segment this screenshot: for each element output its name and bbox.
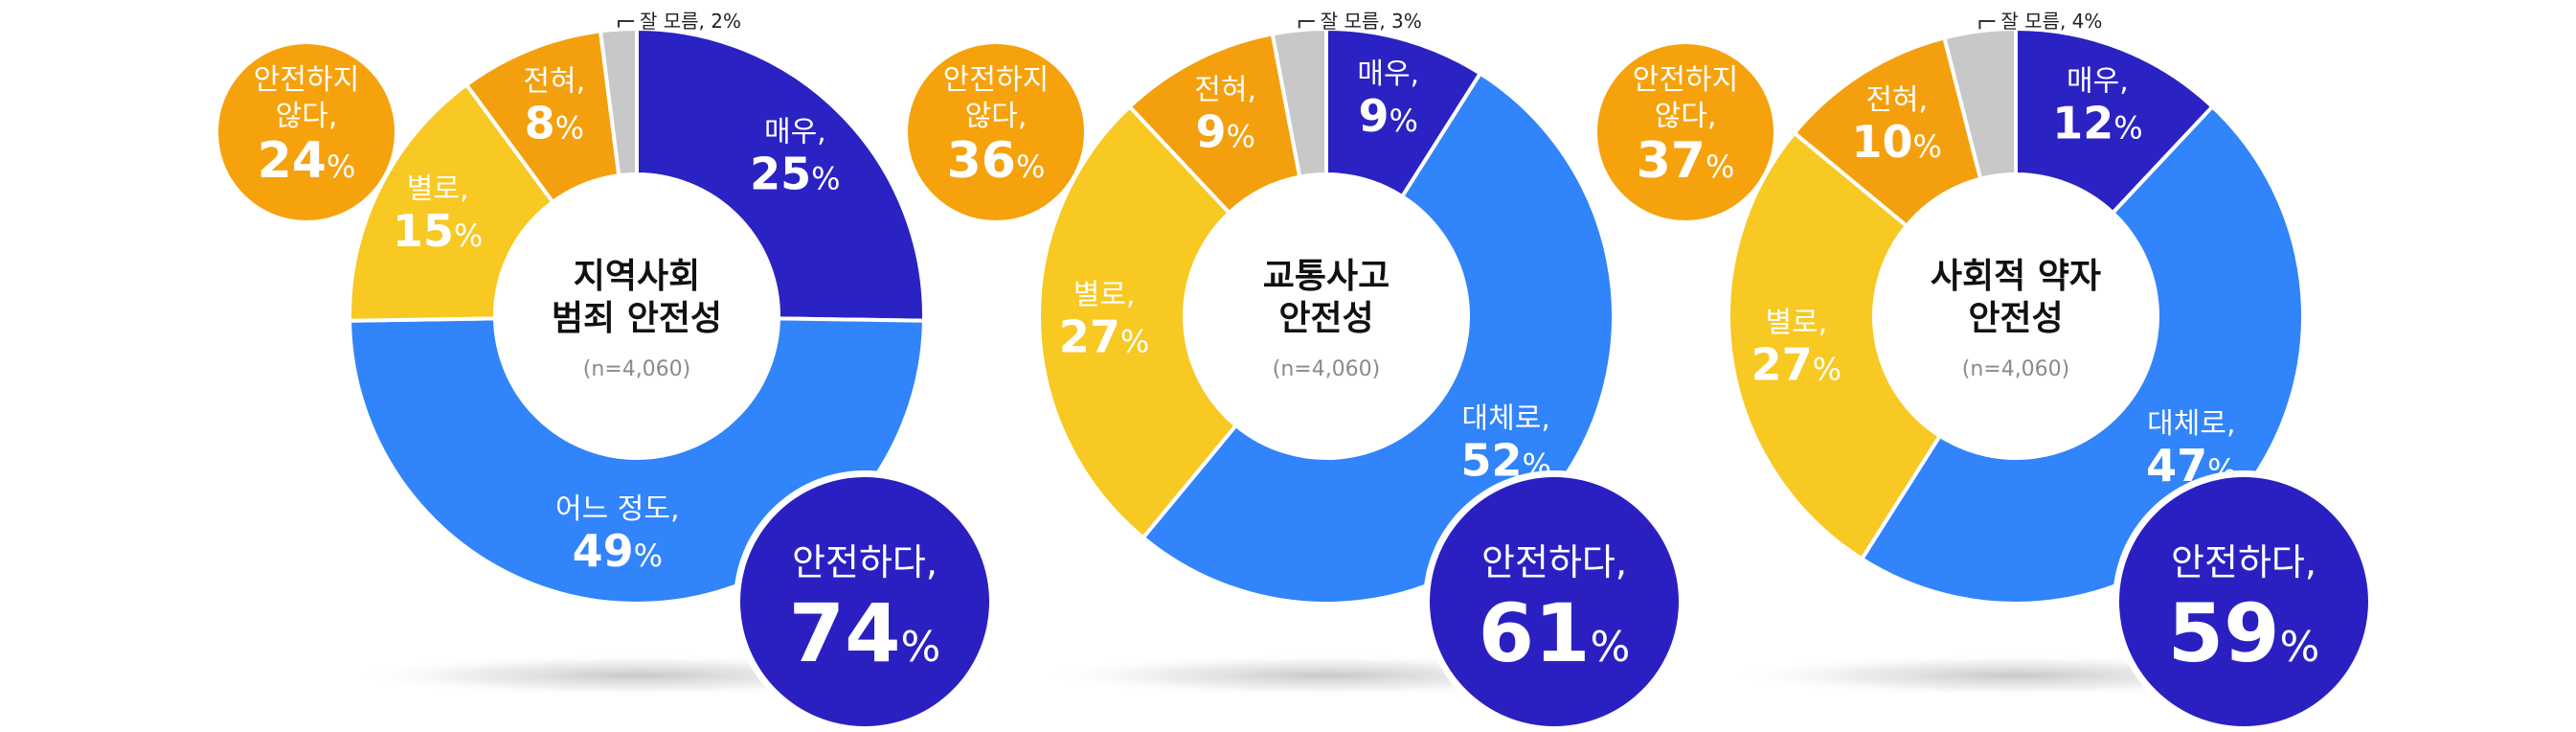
- segment-label-not_at_all_safe: 전혀,: [1865, 83, 1928, 117]
- segment-label-very_safe: 매우,: [2067, 64, 2129, 98]
- safe-total-label: 안전하다,: [2171, 541, 2316, 583]
- donut-chart-2: 매우,9%대체로,52%별로,27%전혀,9%잘 모름, 3%교통사고안전성(n…: [908, 10, 1685, 732]
- segment-label-very_safe: 매우,: [1357, 57, 1419, 91]
- dont-know-leader-line: [1978, 20, 1996, 30]
- sample-size: (n=4,060): [583, 357, 691, 381]
- segment-label-not_very_safe: 별로,: [1765, 306, 1827, 339]
- chart-title-line-1: 지역사회: [574, 257, 700, 296]
- safe-total-badge: [2119, 477, 2368, 726]
- dont-know-label: 잘 모름, 4%: [2000, 10, 2102, 33]
- safe-total-value: 74%: [789, 586, 941, 680]
- safe-total-value: 59%: [2168, 586, 2320, 680]
- segment-value-not_at_all_safe: 9%: [1195, 105, 1254, 157]
- donut-segment-not_very_safe: [348, 82, 555, 323]
- donut-chart-3: 매우,12%대체로,47%별로,27%전혀,10%잘 모름, 4%사회적 약자안…: [1597, 10, 2375, 732]
- donut-segment-mostly_safe: [1141, 71, 1616, 606]
- donut-segment-not_very_safe: [1037, 104, 1238, 540]
- segment-label-mostly_safe: 대체로,: [2147, 407, 2235, 441]
- unsafe-total-value: 37%: [1637, 132, 1735, 190]
- segment-value-very_safe: 25%: [750, 148, 840, 199]
- segment-value-not_very_safe: 15%: [393, 205, 483, 257]
- safe-total-badge: [740, 477, 989, 726]
- unsafe-total-label-line-1: 안전하지: [1633, 63, 1738, 97]
- segment-value-very_safe: 9%: [1359, 90, 1418, 142]
- unsafe-total-badge: [218, 44, 395, 220]
- safe-total-badge: [1430, 477, 1679, 726]
- unsafe-total-badge: [908, 44, 1084, 220]
- unsafe-total-label-line-1: 안전하지: [254, 63, 359, 97]
- segment-label-very_safe: 매우,: [764, 115, 826, 149]
- segment-label-not_very_safe: 별로,: [407, 172, 469, 206]
- unsafe-total-value: 36%: [947, 132, 1046, 190]
- chart-title-line-2: 안전성: [1968, 299, 2063, 338]
- dont-know-leader-line: [1298, 20, 1315, 29]
- segment-value-not_at_all_safe: 8%: [525, 98, 584, 149]
- donut-segment-dont_know: [599, 27, 639, 178]
- donut-segment-dont_know: [1270, 27, 1328, 179]
- donut-segment-not_very_safe: [1727, 130, 1942, 561]
- segment-value-not_at_all_safe: 10%: [1851, 116, 1941, 168]
- sample-size: (n=4,060): [1273, 357, 1381, 381]
- unsafe-total-label-line-2: 않다,: [276, 100, 338, 133]
- donut-segment-dont_know: [1942, 27, 2018, 181]
- unsafe-total-label-line-2: 않다,: [1655, 100, 1717, 133]
- donut-segment-very_safe: [635, 27, 926, 323]
- chart-title-line-2: 안전성: [1278, 299, 1373, 338]
- segment-label-not_at_all_safe: 전혀,: [1194, 73, 1256, 106]
- segment-label-mostly_safe: 어느 정도,: [555, 492, 679, 526]
- unsafe-total-label-line-1: 안전하지: [943, 63, 1049, 97]
- chart-title-line-1: 교통사고: [1263, 257, 1390, 296]
- dont-know-label: 잘 모름, 3%: [1321, 10, 1422, 33]
- dont-know-leader-line: [617, 20, 634, 28]
- donut-chart-1: 매우,25% 어느 정도,49% 별로,15% 전혀,8% 잘 모름, 2% 지역사회범죄…: [218, 10, 996, 732]
- segment-label-not_very_safe: 별로,: [1073, 278, 1136, 311]
- segment-value-mostly_safe: 49%: [573, 525, 663, 577]
- chart-title-line-2: 범죄 안전성: [552, 299, 722, 338]
- chart-title-line-1: 사회적 약자: [1931, 257, 2101, 296]
- safe-total-value: 61%: [1479, 586, 1631, 680]
- segment-value-not_very_safe: 27%: [1751, 338, 1842, 390]
- dont-know-label: 잘 모름, 2%: [640, 10, 741, 33]
- sample-size: (n=4,060): [1962, 357, 2070, 381]
- unsafe-total-value: 24%: [258, 132, 356, 190]
- segment-value-very_safe: 12%: [2052, 97, 2142, 149]
- safe-total-label: 안전하다,: [792, 541, 938, 583]
- safe-total-label: 안전하다,: [1481, 541, 1627, 583]
- segment-label-mostly_safe: 대체로,: [1462, 401, 1550, 435]
- unsafe-total-badge: [1597, 44, 1774, 220]
- segment-value-not_very_safe: 27%: [1059, 310, 1149, 362]
- donut-segment-mostly_safe: [1860, 104, 2305, 606]
- segment-label-not_at_all_safe: 전혀,: [523, 65, 585, 99]
- unsafe-total-label-line-2: 않다,: [965, 100, 1028, 133]
